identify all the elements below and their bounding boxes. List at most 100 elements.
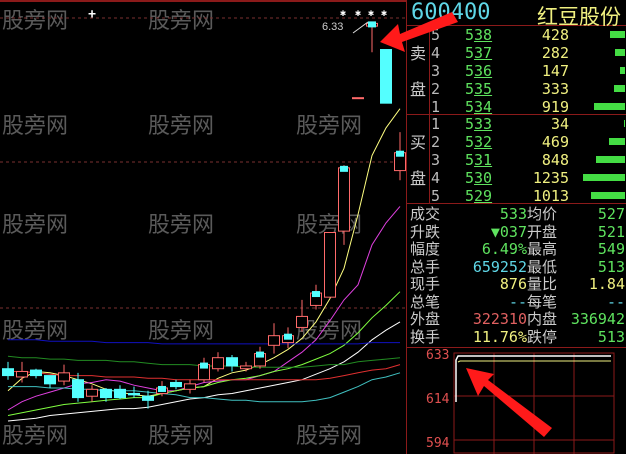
- level: 5: [431, 187, 441, 205]
- level: 2: [431, 133, 441, 151]
- volume-bar: [594, 103, 625, 110]
- volume: 333: [541, 80, 569, 98]
- crosshair-icon[interactable]: +: [88, 7, 96, 22]
- buy-row[interactable]: 1 533 34: [431, 115, 626, 133]
- candle: [212, 352, 224, 372]
- signal-marker: [256, 351, 264, 358]
- signal-marker: [158, 385, 166, 392]
- signal-marker: [396, 150, 404, 157]
- sell-side-label: 卖 盘: [407, 26, 430, 114]
- sell-row[interactable]: 1 534 919: [431, 98, 626, 116]
- candle: [128, 386, 140, 398]
- divider: [407, 347, 626, 348]
- stat-label: 量比: [527, 275, 558, 293]
- candle-body: [212, 357, 224, 370]
- sell-row[interactable]: 3 536 147: [431, 62, 626, 80]
- signal-marker: [284, 333, 292, 340]
- stat-label: 内盘: [527, 310, 558, 328]
- candle: [324, 232, 336, 298]
- candle: [114, 385, 126, 399]
- stat-label: 幅度: [410, 240, 441, 258]
- quote-panel: 600400 红豆股份 卖 盘 买 盘 5 538 428 4 537 282 3 536 14…: [406, 0, 626, 454]
- candle: [394, 132, 406, 181]
- buy-row[interactable]: 3 531 848: [431, 151, 626, 169]
- candle: [184, 379, 196, 394]
- candle: [296, 299, 308, 332]
- candle: [268, 323, 280, 354]
- stat-value: 521: [597, 222, 625, 241]
- candle: [86, 385, 98, 402]
- candle-body: [338, 167, 350, 232]
- level: 4: [431, 44, 441, 62]
- candle-body: [380, 49, 392, 104]
- candle: [170, 379, 182, 390]
- stat-value: 659252: [472, 257, 527, 276]
- candle: [240, 361, 252, 372]
- sell-label-1: 卖: [410, 44, 427, 63]
- divider: [407, 114, 626, 115]
- stat-label: 现手: [410, 275, 441, 293]
- volume: 848: [541, 151, 569, 169]
- stat-label: 均价: [527, 205, 558, 223]
- star-icon: ✱: [381, 8, 387, 19]
- stat-label: 每笔: [527, 292, 558, 311]
- stat-value: --: [606, 292, 625, 311]
- star-icon: ✱: [340, 8, 346, 19]
- average-line: [457, 360, 611, 363]
- candle-body: [352, 97, 364, 100]
- volume: 282: [541, 44, 569, 62]
- level: 5: [431, 26, 441, 44]
- star-icon: ✱: [355, 8, 361, 19]
- volume: 469: [541, 133, 569, 151]
- level: 1: [431, 98, 441, 116]
- buy-label-1: 买: [410, 133, 427, 152]
- buy-row[interactable]: 4 530 1235: [431, 169, 626, 187]
- candle-body: [324, 232, 336, 298]
- signal-icons: ✱ ✱ ✱ ✱: [340, 8, 387, 19]
- price: 534: [465, 98, 493, 116]
- candle-body: [184, 383, 196, 390]
- candle-body: [170, 381, 182, 388]
- candle: [100, 387, 112, 402]
- candle-body: [58, 372, 70, 382]
- buy-row[interactable]: 2 532 469: [431, 133, 626, 151]
- level: 2: [431, 80, 441, 98]
- volume: 428: [541, 26, 569, 44]
- sell-row[interactable]: 2 535 333: [431, 80, 626, 98]
- candle-body: [128, 392, 140, 396]
- stat-value: 322310: [472, 310, 527, 328]
- candle: [16, 361, 28, 383]
- price: 535: [465, 80, 493, 98]
- candle-body: [296, 315, 308, 328]
- volume-bar: [624, 120, 625, 127]
- stat-value: 513: [597, 327, 625, 346]
- high-price-label: 6.33: [322, 21, 343, 33]
- stat-value: --: [508, 292, 527, 311]
- price: 536: [465, 62, 493, 80]
- price: 537: [465, 44, 493, 62]
- candle: [72, 372, 84, 402]
- stat-label: 升跌: [410, 222, 441, 241]
- candle: [30, 368, 42, 379]
- minute-chart[interactable]: 633 614 594: [406, 348, 626, 454]
- stat-row: 现手 876 量比 1.84: [407, 276, 626, 292]
- volume: 919: [541, 98, 569, 116]
- level: 3: [431, 62, 441, 80]
- level: 3: [431, 151, 441, 169]
- kline-chart[interactable]: + ✱ ✱ ✱ ✱ 6.33: [0, 0, 406, 454]
- candle-body: [240, 365, 252, 370]
- signal-marker: [200, 362, 208, 369]
- sell-row[interactable]: 5 538 428: [431, 26, 626, 44]
- volume-bar: [610, 31, 625, 38]
- volume: 1013: [532, 187, 569, 205]
- buy-row[interactable]: 5 529 1013: [431, 187, 626, 205]
- candle: [44, 375, 56, 388]
- stat-label: 跌停: [527, 327, 558, 346]
- stat-label: 最低: [527, 257, 558, 276]
- candle: [2, 361, 14, 380]
- stat-label: 换手: [410, 327, 441, 346]
- sell-label-2: 盘: [410, 80, 427, 99]
- stat-value: 336942: [570, 310, 625, 328]
- stat-value: 513: [597, 257, 625, 276]
- sell-row[interactable]: 4 537 282: [431, 44, 626, 62]
